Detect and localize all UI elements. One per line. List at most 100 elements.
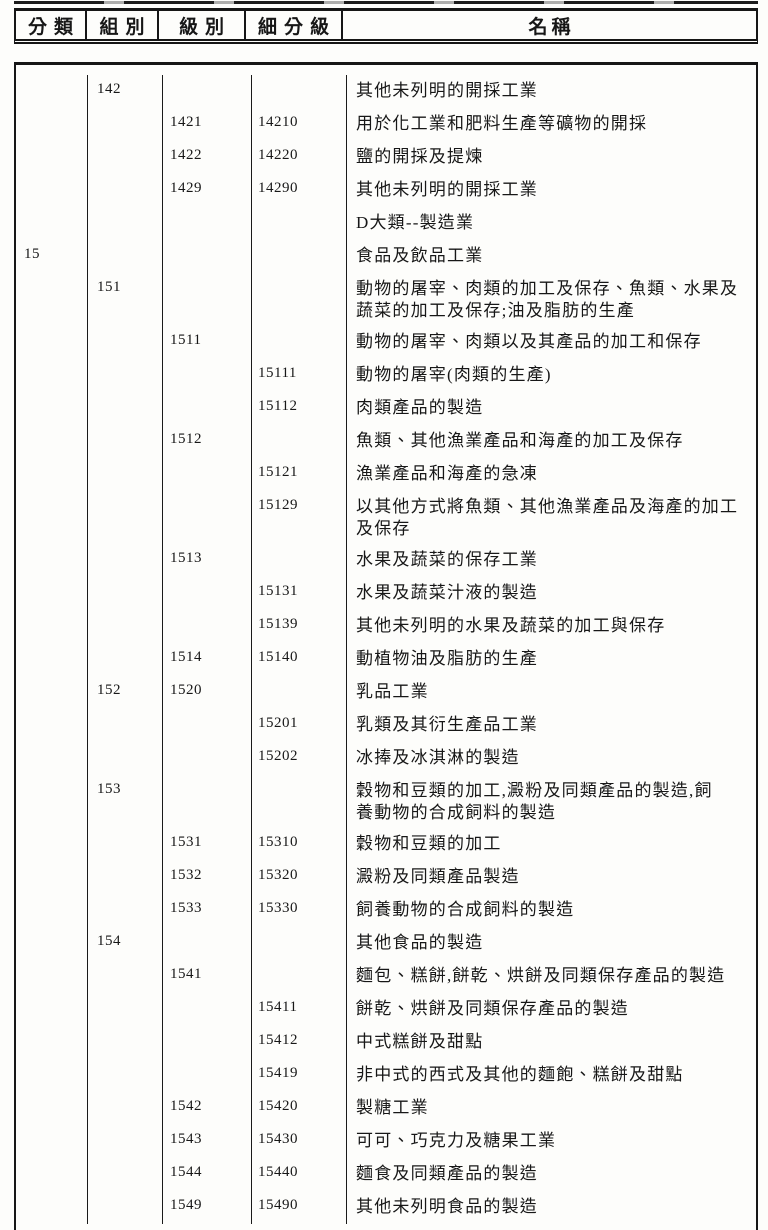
group-code — [88, 577, 163, 610]
class-code — [163, 709, 252, 742]
subclass-code: 15121 — [252, 458, 347, 491]
col-header-division: 分類 — [16, 11, 87, 39]
table-row: 15419 非中式的西式及其他的麵飽、糕餅及甜點 — [16, 1059, 756, 1092]
group-code — [88, 544, 163, 577]
division-code — [16, 491, 88, 544]
group-code — [88, 1059, 163, 1092]
table-row: 15112 肉類產品的製造 — [16, 392, 756, 425]
group-code — [88, 174, 163, 207]
class-code: 1542 — [163, 1092, 252, 1125]
table-row: 15121 漁業產品和海產的急凍 — [16, 458, 756, 491]
table-row: D大類--製造業 — [16, 207, 756, 240]
division-code — [16, 577, 88, 610]
group-code — [88, 709, 163, 742]
division-code — [16, 359, 88, 392]
table-row: 15201 乳類及其衍生產品工業 — [16, 709, 756, 742]
division-code — [16, 1092, 88, 1125]
table-row: 1543 15430 可可、巧克力及糖果工業 — [16, 1125, 756, 1158]
subclass-code: 15412 — [252, 1026, 347, 1059]
subclass-code — [252, 544, 347, 577]
group-code — [88, 960, 163, 993]
table-row: 15202 冰捧及冰淇淋的製造 — [16, 742, 756, 775]
division-code — [16, 207, 88, 240]
division-code — [16, 1191, 88, 1224]
division-code — [16, 108, 88, 141]
table-row: 15 食品及飲品工業 — [16, 240, 756, 273]
group-code — [88, 458, 163, 491]
group-code — [88, 861, 163, 894]
subclass-code: 15112 — [252, 392, 347, 425]
group-code: 154 — [88, 927, 163, 960]
subclass-code: 15140 — [252, 643, 347, 676]
class-code: 1513 — [163, 544, 252, 577]
page-top-rule — [14, 1, 758, 4]
table-row: 1421 14210 用於化工業和肥料生產等礦物的開採 — [16, 108, 756, 141]
class-code: 1514 — [163, 643, 252, 676]
class-code: 1531 — [163, 828, 252, 861]
class-code — [163, 207, 252, 240]
division-code — [16, 709, 88, 742]
subclass-code: 14290 — [252, 174, 347, 207]
group-code — [88, 993, 163, 1026]
division-code — [16, 458, 88, 491]
industry-name: 乳品工業 — [356, 682, 429, 701]
subclass-code: 15310 — [252, 828, 347, 861]
table-row: 153 穀物和豆類的加工,澱粉及同類產品的製造,飼 養動物的合成飼料的製造 — [16, 775, 756, 828]
table-row: 15411 餅乾、烘餅及同類保存產品的製造 — [16, 993, 756, 1026]
industry-name: 中式糕餅及甜點 — [356, 1032, 484, 1051]
industry-name: 用於化工業和肥料生產等礦物的開採 — [356, 114, 648, 133]
table-row: 15139 其他未列明的水果及蔬菜的加工與保存 — [16, 610, 756, 643]
table-row: 1533 15330 飼養動物的合成飼料的製造 — [16, 894, 756, 927]
group-code — [88, 359, 163, 392]
table-row: 1544 15440 麵食及同類產品的製造 — [16, 1158, 756, 1191]
class-code: 1422 — [163, 141, 252, 174]
division-code — [16, 1158, 88, 1191]
group-code — [88, 1092, 163, 1125]
class-code — [163, 610, 252, 643]
industry-name: 鹽的開採及提煉 — [356, 147, 484, 166]
group-code: 153 — [88, 775, 163, 828]
class-code — [163, 392, 252, 425]
industry-name: 魚類、其他漁業產品和海產的加工及保存 — [356, 431, 684, 450]
table-row: 151 動物的屠宰、肉類的加工及保存、魚類、水果及 蔬菜的加工及保存;油及脂肪的… — [16, 273, 756, 326]
industry-name: 可可、巧克力及糖果工業 — [356, 1131, 557, 1150]
group-code — [88, 610, 163, 643]
class-code — [163, 775, 252, 828]
division-code — [16, 141, 88, 174]
industry-name: 動物的屠宰(肉類的生產) — [356, 365, 552, 384]
industry-name: 食品及飲品工業 — [356, 246, 484, 265]
table-row: 1512 魚類、其他漁業產品和海產的加工及保存 — [16, 425, 756, 458]
industry-name: 動物的屠宰、肉類的加工及保存、魚類、水果及 蔬菜的加工及保存;油及脂肪的生產 — [356, 279, 739, 320]
group-code — [88, 1125, 163, 1158]
class-code — [163, 1026, 252, 1059]
industry-name: 其他食品的製造 — [356, 933, 484, 952]
table-row: 142 其他未列明的開採工業 — [16, 75, 756, 108]
division-code — [16, 273, 88, 326]
group-code — [88, 141, 163, 174]
division-code — [16, 861, 88, 894]
industry-name: 以其他方式將魚類、其他漁業產品及海產的加工 及保存 — [356, 497, 739, 538]
industry-name: 非中式的西式及其他的麵飽、糕餅及甜點 — [356, 1065, 684, 1084]
class-code — [163, 240, 252, 273]
class-code — [163, 458, 252, 491]
class-code: 1543 — [163, 1125, 252, 1158]
table-body: 142 其他未列明的開採工業 1421 14210 用於化工業和肥料生產等礦物的… — [14, 62, 758, 1230]
group-code — [88, 894, 163, 927]
industry-name: 飼養動物的合成飼料的製造 — [356, 900, 575, 919]
group-code — [88, 1026, 163, 1059]
class-code: 1421 — [163, 108, 252, 141]
subclass-code: 15490 — [252, 1191, 347, 1224]
industry-name: 其他未列明的水果及蔬菜的加工與保存 — [356, 616, 666, 635]
industry-name: 漁業產品和海產的急凍 — [356, 464, 538, 483]
division-code — [16, 610, 88, 643]
table-row: 15129 以其他方式將魚類、其他漁業產品及海產的加工 及保存 — [16, 491, 756, 544]
industry-name: D大類--製造業 — [356, 213, 475, 232]
division-code — [16, 326, 88, 359]
industry-name: 肉類產品的製造 — [356, 398, 484, 417]
class-code: 1520 — [163, 676, 252, 709]
subclass-code: 15202 — [252, 742, 347, 775]
table-row: 1541 麵包、糕餅,餅乾、烘餅及同類保存產品的製造 — [16, 960, 756, 993]
industry-name: 製糖工業 — [356, 1098, 429, 1117]
class-code: 1532 — [163, 861, 252, 894]
group-code — [88, 1158, 163, 1191]
